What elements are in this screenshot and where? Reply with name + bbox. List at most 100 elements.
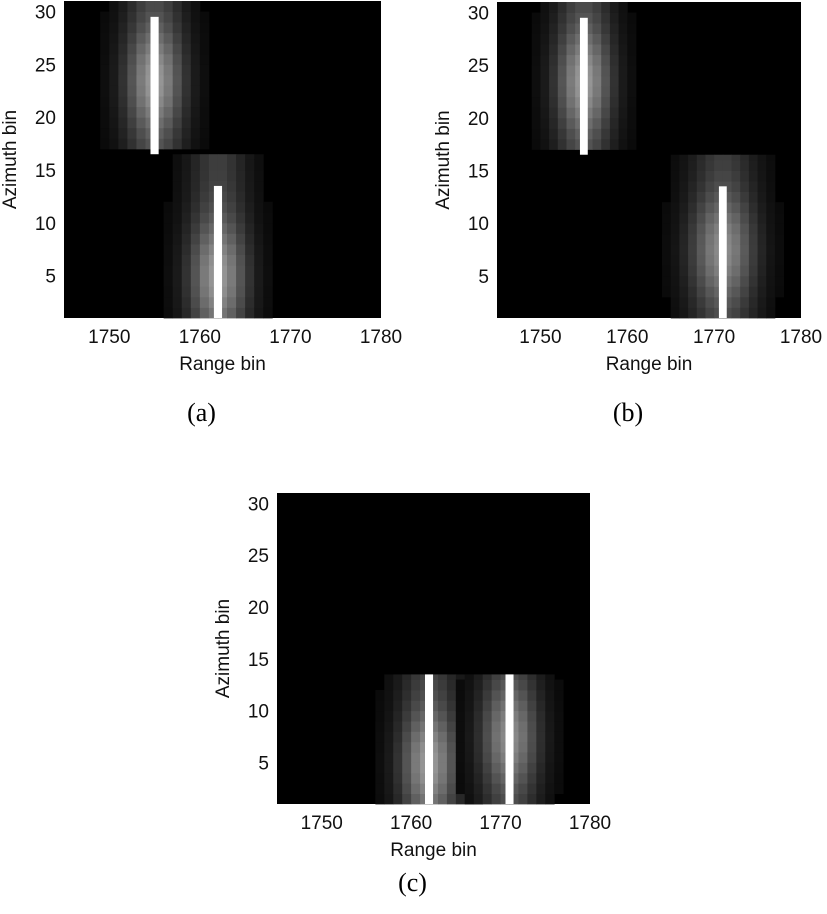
- heatmap-cell: [172, 180, 183, 192]
- trace-line: [579, 17, 588, 155]
- heatmap-cell: [127, 43, 137, 55]
- heatmap-cell: [181, 43, 192, 55]
- heatmap-cell: [163, 307, 174, 319]
- heatmap-cell: [740, 154, 750, 161]
- heatmap-cell: [757, 275, 767, 287]
- heatmap-cell: [740, 265, 750, 277]
- heatmap-cell: [527, 721, 537, 732]
- heatmap-cell: [154, 127, 165, 139]
- heatmap-cell: [118, 117, 128, 129]
- heatmap-cell: [766, 181, 776, 192]
- heatmap-cell: [464, 674, 475, 680]
- heatmap-cell: [679, 191, 689, 203]
- heatmap-cell: [199, 22, 210, 34]
- heatmap-cell: [731, 286, 741, 298]
- heatmap-cell: [482, 674, 493, 680]
- heatmap-cell: [722, 202, 732, 214]
- heatmap-cell: [208, 275, 219, 287]
- heatmap-cell: [190, 117, 201, 129]
- heatmap-cell: [420, 721, 430, 732]
- heatmap-cell: [217, 201, 228, 213]
- heatmap-cell: [740, 296, 750, 308]
- heatmap-cell: [263, 254, 273, 266]
- heatmap-cell: [554, 731, 564, 743]
- heatmap-cell: [473, 679, 484, 691]
- heatmap-cell: [714, 244, 724, 256]
- heatmap-cell: [575, 65, 585, 77]
- heatmap-cell: [473, 689, 484, 701]
- heatmap-cell: [473, 741, 484, 753]
- trace-line: [425, 674, 434, 804]
- heatmap-cell: [740, 286, 750, 298]
- heatmap-cell: [714, 296, 724, 308]
- heatmap-cell: [455, 731, 466, 743]
- heatmap-cell: [575, 138, 585, 150]
- heatmap-cell: [714, 307, 724, 319]
- heatmap-cell: [136, 1, 146, 12]
- x-tick-label: 1770: [693, 327, 735, 348]
- heatmap-cell: [384, 793, 394, 805]
- heatmap-cell: [527, 762, 537, 774]
- heatmap-cell: [163, 43, 174, 55]
- heatmap-cell: [731, 296, 741, 308]
- heatmap-cell: [679, 296, 689, 308]
- heatmap-cell: [181, 233, 192, 245]
- heatmap-cell: [731, 154, 741, 161]
- y-tick-label: 25: [35, 55, 56, 76]
- heatmap-cell: [592, 12, 602, 24]
- heatmap-cell: [500, 741, 510, 753]
- heatmap-cell: [618, 2, 628, 13]
- heatmap-cell: [181, 117, 192, 129]
- heatmap-cell: [375, 731, 385, 743]
- heatmap-cell: [172, 1, 183, 12]
- heatmap-cell: [774, 223, 785, 235]
- heatmap-cell: [245, 170, 255, 182]
- heatmap-cell: [518, 674, 528, 680]
- heatmap-cell: [566, 44, 576, 56]
- heatmap-cell: [217, 212, 228, 224]
- heatmap-cell: [705, 254, 715, 266]
- heatmap-cell: [679, 170, 689, 182]
- heatmap-cell: [227, 296, 237, 308]
- heatmap-cell: [662, 202, 672, 214]
- heatmap-cell: [236, 307, 246, 319]
- heatmap-cell: [627, 12, 637, 24]
- heatmap-cell: [688, 223, 698, 235]
- heatmap-cell: [714, 212, 724, 224]
- heatmap-cell: [473, 710, 484, 722]
- heatmap-cell: [127, 1, 137, 12]
- heatmap-cell: [429, 762, 439, 774]
- heatmap-cell: [473, 674, 484, 680]
- heatmap-cell: [154, 138, 165, 150]
- heatmap-cell: [566, 96, 576, 108]
- heatmap-cell: [154, 117, 165, 129]
- heatmap-cell: [172, 244, 183, 255]
- heatmap-cell: [545, 731, 555, 743]
- heatmap-cell: [263, 233, 273, 245]
- heatmap-cell: [774, 265, 785, 277]
- heatmap-cell: [714, 275, 724, 287]
- heatmap-cell: [679, 307, 689, 319]
- heatmap-cell: [136, 22, 146, 34]
- heatmap-cell: [181, 127, 192, 139]
- heatmap-cell: [420, 700, 430, 712]
- heatmap-cell: [172, 191, 183, 203]
- heatmap-cell: [254, 307, 264, 319]
- heatmap-cell: [145, 32, 155, 44]
- heatmap-cell: [245, 180, 255, 192]
- heatmap-cell: [714, 254, 724, 266]
- heatmap-cell: [696, 191, 706, 203]
- heatmap-cell: [566, 23, 576, 34]
- heatmap-cell: [163, 265, 174, 277]
- heatmap-cell: [384, 700, 394, 712]
- heatmap-cell: [254, 201, 264, 213]
- heatmap-cell: [670, 191, 680, 203]
- heatmap-cell: [464, 689, 475, 701]
- heatmap-cell: [609, 128, 619, 140]
- heatmap-cell: [757, 154, 767, 161]
- heatmap-cell: [245, 233, 255, 245]
- heatmap-cell: [627, 54, 637, 66]
- heatmap-cell: [181, 170, 192, 182]
- heatmap-cell: [384, 741, 394, 753]
- heatmap-cell: [145, 85, 155, 97]
